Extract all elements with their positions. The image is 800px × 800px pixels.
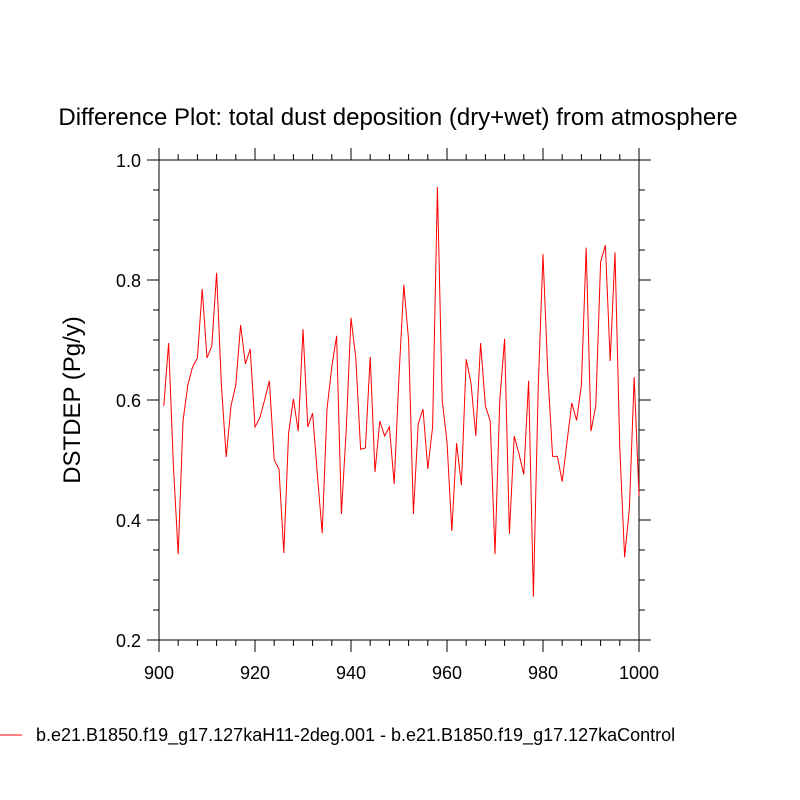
x-tick-label: 960 (432, 663, 462, 683)
x-tick-label: 920 (240, 663, 270, 683)
y-tick-label: 0.6 (116, 391, 141, 411)
chart-title: Difference Plot: total dust deposition (… (58, 104, 737, 131)
x-tick-label: 980 (528, 663, 558, 683)
y-tick-label: 0.8 (116, 271, 141, 291)
legend-label: b.e21.B1850.f19_g17.127kaH11-2deg.001 - … (36, 725, 675, 746)
x-tick-label: 1000 (619, 663, 659, 683)
plot-frame (158, 159, 640, 641)
x-axis-tick-labels: 900 920 940 960 980 1000 (144, 663, 659, 683)
x-axis-ticks (158, 148, 640, 652)
series-line (163, 186, 640, 597)
y-tick-label: 1.0 (116, 151, 141, 171)
x-tick-label: 940 (336, 663, 366, 683)
legend: b.e21.B1850.f19_g17.127kaH11-2deg.001 - … (0, 725, 675, 746)
y-axis-ticks (147, 159, 651, 641)
y-tick-label: 0.4 (116, 511, 141, 531)
y-axis-label: DSTDEP (Pg/y) (59, 316, 86, 484)
y-axis-tick-labels: 0.2 0.4 0.6 0.8 1.0 (116, 151, 141, 651)
y-tick-label: 0.2 (116, 631, 141, 651)
x-tick-label: 900 (144, 663, 174, 683)
